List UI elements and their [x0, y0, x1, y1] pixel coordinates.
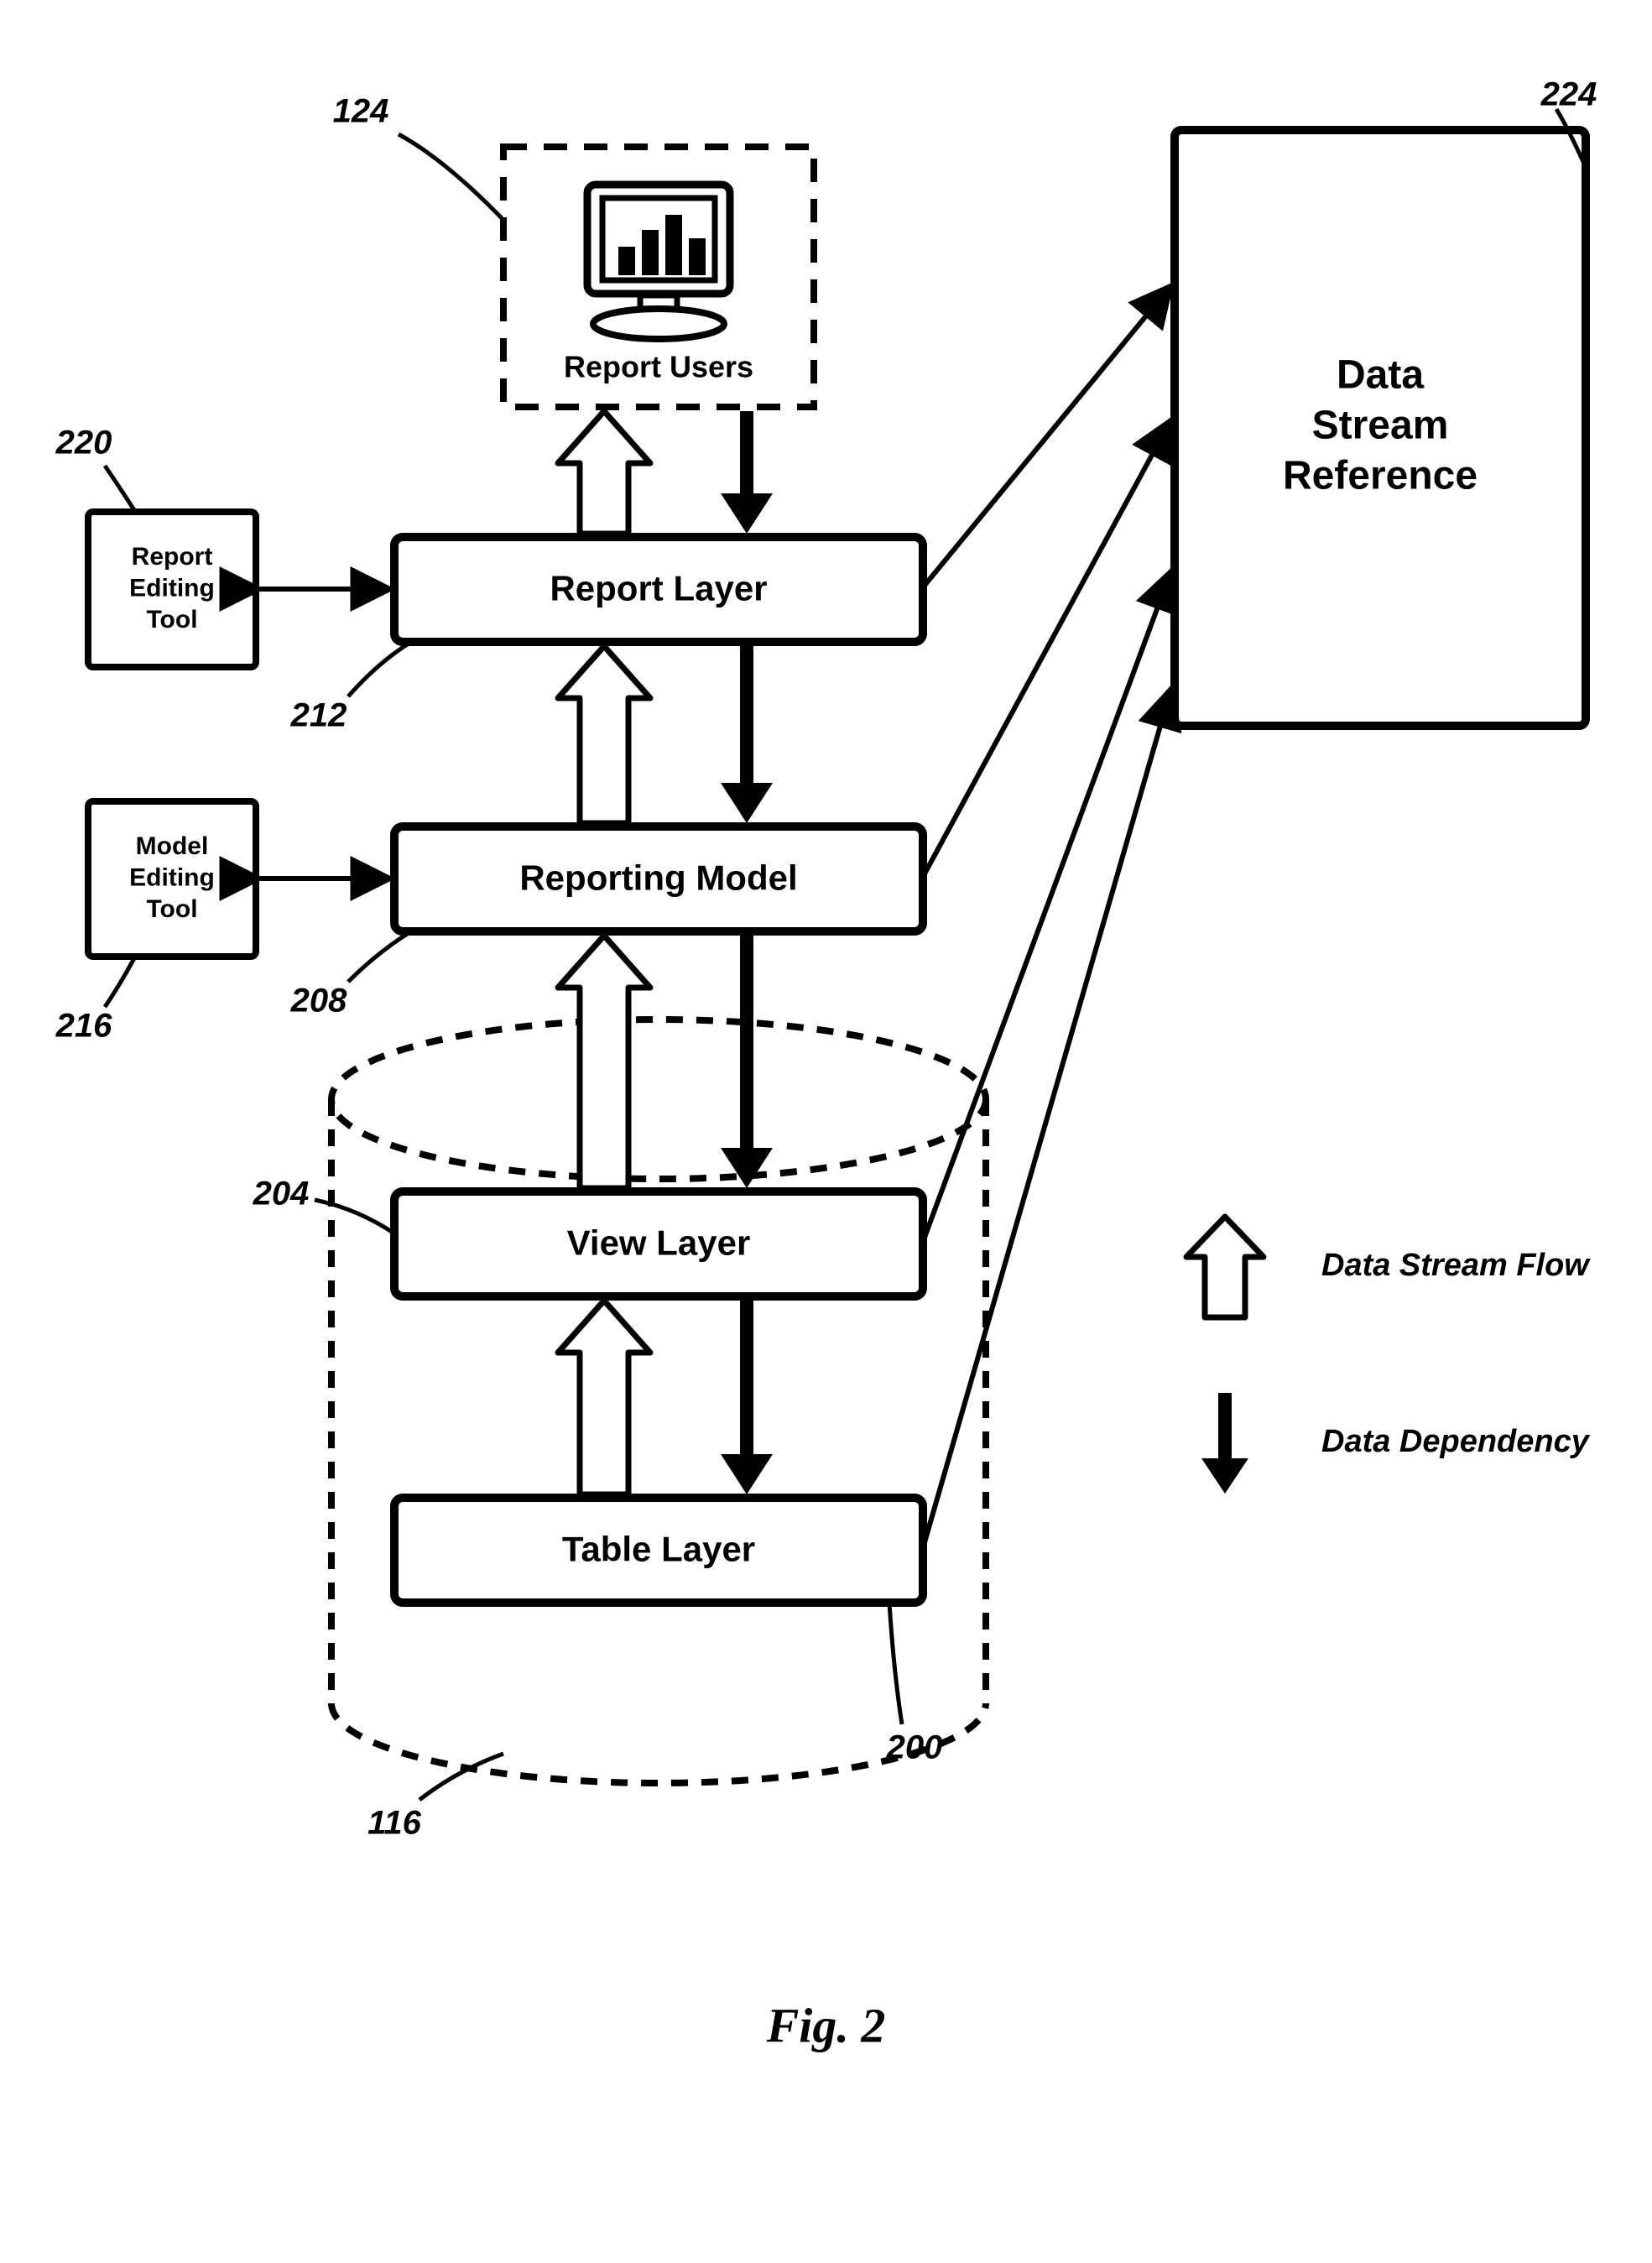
ref-116: 116 — [367, 1805, 422, 1842]
arrow-stream-table-to-view — [558, 1301, 650, 1494]
arrow-dep-model-to-view — [721, 936, 773, 1188]
node-view-layer: View Layer — [394, 1191, 923, 1296]
ref-200-leader — [889, 1603, 902, 1724]
node-report-editing-tool-label-0: Report — [132, 543, 213, 571]
ref-124-leader — [399, 134, 502, 218]
ref-220-leader — [105, 466, 134, 510]
node-view-layer-label: View Layer — [567, 1223, 751, 1263]
node-data-stream-reference: Data Stream Reference — [1175, 130, 1586, 726]
node-table-layer: Table Layer — [394, 1498, 923, 1603]
ref-216: 216 — [55, 1008, 112, 1045]
node-reporting-model: Reporting Model — [394, 826, 923, 931]
arrow-stream-reportlayer-to-users — [558, 411, 650, 534]
node-data-stream-reference-label-2: Reference — [1283, 454, 1477, 498]
arrow-dep-reportlayer-to-model — [721, 646, 773, 823]
legend: Data Stream Flow Data Dependency — [1186, 1217, 1591, 1494]
arrow-stream-model-to-reportlayer — [558, 646, 650, 823]
ref-204-leader — [315, 1200, 394, 1233]
monitor-icon — [587, 185, 730, 339]
arrow-view-to-dsr — [923, 571, 1171, 1242]
node-report-layer: Report Layer — [394, 537, 923, 642]
ref-204: 204 — [253, 1176, 310, 1212]
node-report-layer-label: Report Layer — [550, 569, 767, 608]
node-report-editing-tool: Report Editing Tool — [88, 512, 256, 667]
legend-dependency-icon — [1201, 1393, 1248, 1494]
ref-224: 224 — [1540, 76, 1597, 113]
node-model-editing-tool: Model Editing Tool — [88, 801, 256, 957]
legend-stream-flow-icon — [1186, 1217, 1264, 1317]
node-model-editing-tool-label-0: Model — [136, 832, 209, 860]
ref-220: 220 — [55, 425, 112, 461]
node-report-users: Report Users — [503, 147, 814, 407]
ref-200: 200 — [886, 1729, 943, 1766]
arrow-dep-users-to-reportlayer — [721, 411, 773, 534]
ref-208: 208 — [290, 983, 347, 1019]
arrow-stream-view-to-model — [558, 936, 650, 1188]
node-model-editing-tool-label-1: Editing — [129, 863, 215, 891]
ref-208-leader — [348, 931, 411, 982]
node-report-editing-tool-label-2: Tool — [146, 606, 197, 634]
node-data-stream-reference-label-0: Data — [1337, 353, 1424, 398]
ref-212: 212 — [290, 697, 347, 734]
ref-216-leader — [105, 958, 134, 1007]
node-model-editing-tool-label-2: Tool — [146, 895, 197, 923]
node-data-stream-reference-label-1: Stream — [1312, 404, 1449, 448]
report-users-label: Report Users — [564, 350, 753, 384]
arrow-dep-view-to-table — [721, 1301, 773, 1494]
node-reporting-model-label: Reporting Model — [519, 858, 797, 898]
node-table-layer-label: Table Layer — [562, 1530, 755, 1569]
legend-dependency-label: Data Dependency — [1321, 1424, 1591, 1459]
legend-stream-flow-label: Data Stream Flow — [1321, 1248, 1591, 1283]
ref-124: 124 — [333, 93, 389, 130]
database-cylinder — [331, 1019, 986, 1783]
node-report-editing-tool-label-1: Editing — [129, 574, 215, 602]
arrow-reportlayer-to-dsr — [923, 285, 1171, 587]
arrow-table-to-dsr — [923, 688, 1171, 1548]
ref-212-leader — [348, 642, 411, 696]
figure-label: Fig. 2 — [766, 1998, 886, 2052]
